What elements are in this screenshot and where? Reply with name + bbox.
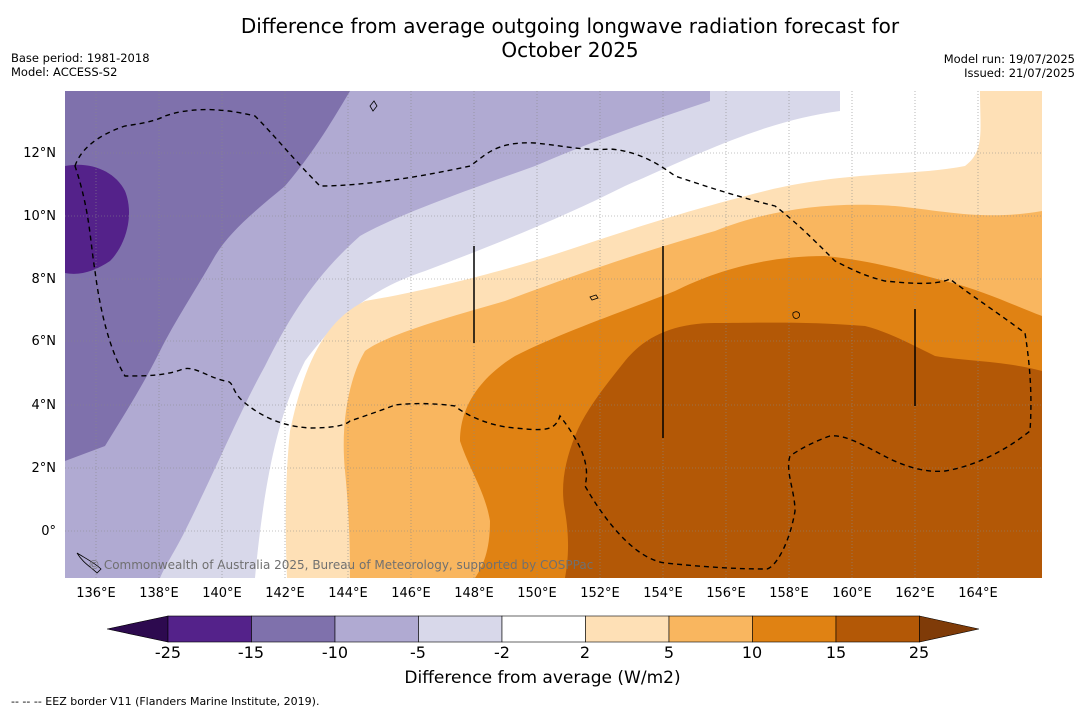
lon-label: 164°E	[958, 586, 998, 601]
colorbar-tick: 2	[579, 643, 591, 662]
title-line-1: Difference from average outgoing longwav…	[240, 14, 900, 38]
lon-label: 146°E	[391, 586, 431, 601]
lon-label: 156°E	[706, 586, 746, 601]
lon-label: 152°E	[580, 586, 620, 601]
colorbar-swatch	[668, 615, 753, 643]
colorbar-swatch	[752, 615, 837, 643]
copyright-notice: © Commonwealth of Australia 2025, Bureau…	[88, 558, 594, 572]
colorbar-tick: -10	[321, 643, 349, 662]
map-canvas	[65, 91, 1042, 578]
lon-label: 136°E	[76, 586, 116, 601]
colorbar-tick: -5	[410, 643, 426, 662]
colorbar-label: Difference from average (W/m2)	[404, 668, 681, 688]
model-name: Model: ACCESS-S2	[11, 65, 118, 79]
colorbar-swatch	[585, 615, 670, 643]
lon-label: 142°E	[265, 586, 305, 601]
lat-label: 8°N	[31, 272, 57, 287]
colorbar-extend-low	[106, 615, 169, 643]
colorbar-tick: 5	[663, 643, 675, 662]
lat-label: 6°N	[31, 334, 57, 349]
colorbar-tick: -15	[237, 643, 265, 662]
colorbar-swatch	[835, 615, 920, 643]
issued-date: Issued: 21/07/2025	[964, 66, 1075, 80]
colorbar-swatch	[167, 615, 252, 643]
colorbar-svg	[106, 615, 980, 643]
colorbar-tick: -2	[494, 643, 510, 662]
lon-label: 148°E	[454, 586, 494, 601]
lat-label: 10°N	[23, 209, 56, 224]
lon-label: 158°E	[769, 586, 809, 601]
colorbar-tick: 10	[741, 643, 763, 662]
lon-label: 150°E	[517, 586, 557, 601]
colorbar-tick: -25	[154, 643, 182, 662]
colorbar	[106, 614, 980, 644]
colorbar-swatch	[251, 615, 336, 643]
colorbar-tick: 25	[908, 643, 930, 662]
colorbar-tick: 15	[825, 643, 847, 662]
map-title: Difference from average outgoing longwav…	[200, 14, 940, 62]
eez-legend-note: -- -- -- EEZ border V11 (Flanders Marine…	[11, 695, 320, 708]
lon-label: 140°E	[202, 586, 242, 601]
colorbar-swatch	[334, 615, 419, 643]
lat-label: 4°N	[31, 398, 57, 413]
lon-label: 160°E	[832, 586, 872, 601]
meta-right: Model run: 19/07/2025 Issued: 21/07/2025	[944, 52, 1075, 80]
title-line-2: October 2025	[501, 38, 639, 62]
lat-label: 0°	[41, 524, 56, 539]
lon-label: 138°E	[139, 586, 179, 601]
colorbar-extend-high	[919, 615, 980, 643]
map-panel	[65, 91, 1042, 578]
colorbar-swatch	[418, 615, 503, 643]
lat-label: 12°N	[23, 146, 56, 161]
colorbar-swatch	[501, 615, 586, 643]
lon-label: 162°E	[895, 586, 935, 601]
lon-label: 154°E	[643, 586, 683, 601]
meta-left: Base period: 1981-2018 Model: ACCESS-S2	[11, 51, 150, 79]
lon-label: 144°E	[328, 586, 368, 601]
base-period: Base period: 1981-2018	[11, 51, 150, 65]
model-run: Model run: 19/07/2025	[943, 52, 1075, 66]
lat-label: 2°N	[31, 461, 57, 476]
